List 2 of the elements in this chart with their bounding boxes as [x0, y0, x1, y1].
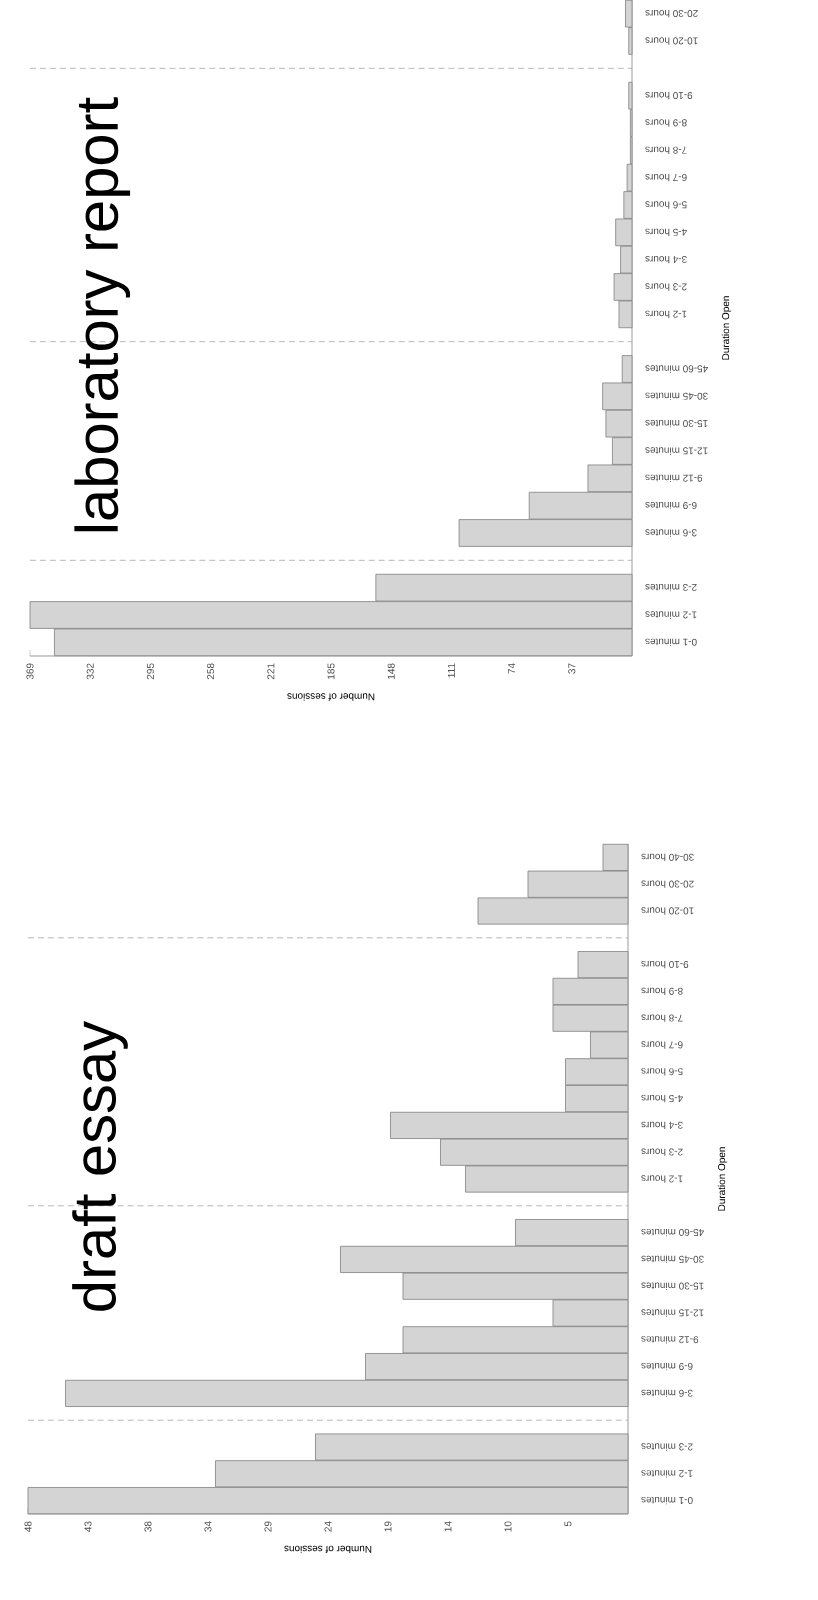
- text: laboratory report: [74, 97, 131, 532]
- text: draft essay: [72, 1021, 128, 1311]
